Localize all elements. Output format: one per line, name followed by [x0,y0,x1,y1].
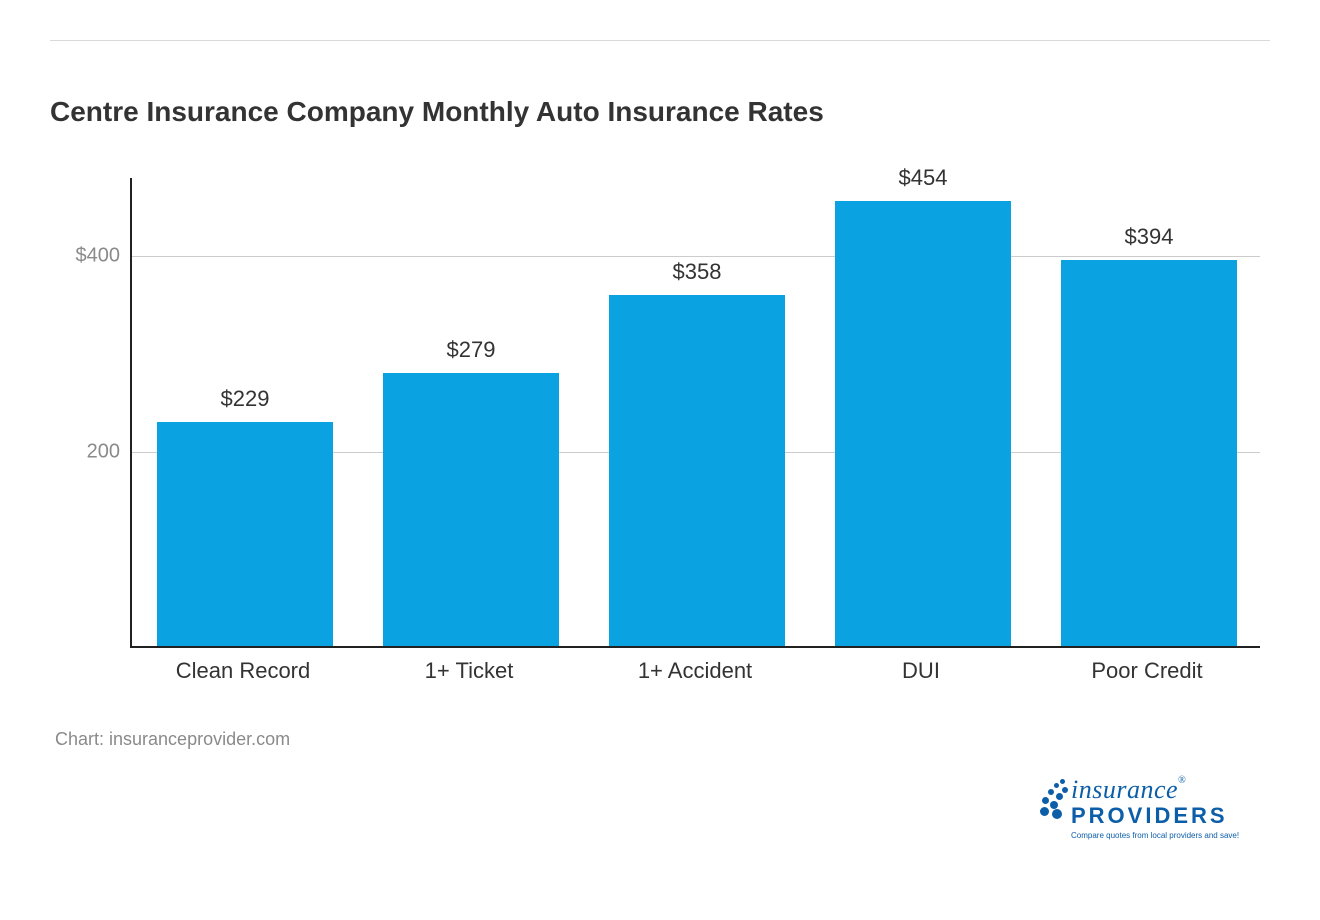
chart-area: 200 $400 $229 $279 $358 $454 $394 Clean Recor… [60,178,1260,698]
y-tick-label: 200 [60,441,120,464]
x-axis-labels: Clean Record1+ Ticket1+ AccidentDUIPoor … [130,658,1260,698]
chart-title: Centre Insurance Company Monthly Auto In… [50,96,1270,128]
logo-tagline: Compare quotes from local providers and … [1071,831,1265,840]
logo-word-top: insurance® [1071,775,1265,805]
bar: $279 [383,373,559,646]
y-tick-label: $400 [60,245,120,268]
bar: $454 [835,201,1011,646]
plot-area: $229 $279 $358 $454 $394 [130,178,1260,648]
logo-dots-icon [1030,777,1072,819]
logo-word-bottom: PROVIDERS [1071,803,1265,829]
bar: $229 [157,422,333,646]
chart-attribution: Chart: insuranceprovider.com [55,729,290,750]
brand-logo: insurance® PROVIDERS Compare quotes from… [1025,775,1265,840]
bars-group: $229 $279 $358 $454 $394 [132,178,1260,646]
bar-slot: $229 [132,178,358,646]
chart-container: Centre Insurance Company Monthly Auto In… [0,0,1320,920]
bar: $394 [1061,260,1237,646]
bar-value-label: $454 [835,165,1011,191]
top-divider [50,40,1270,41]
bar-value-label: $394 [1061,224,1237,250]
bar-slot: $454 [810,178,1036,646]
x-category-label: Clean Record [130,658,356,684]
x-category-label: 1+ Ticket [356,658,582,684]
bar-value-label: $358 [609,259,785,285]
bar-slot: $394 [1036,178,1262,646]
x-category-label: DUI [808,658,1034,684]
x-category-label: Poor Credit [1034,658,1260,684]
bar-value-label: $229 [157,386,333,412]
bar-slot: $358 [584,178,810,646]
bar-value-label: $279 [383,337,559,363]
x-category-label: 1+ Accident [582,658,808,684]
bar-slot: $279 [358,178,584,646]
bar: $358 [609,295,785,646]
